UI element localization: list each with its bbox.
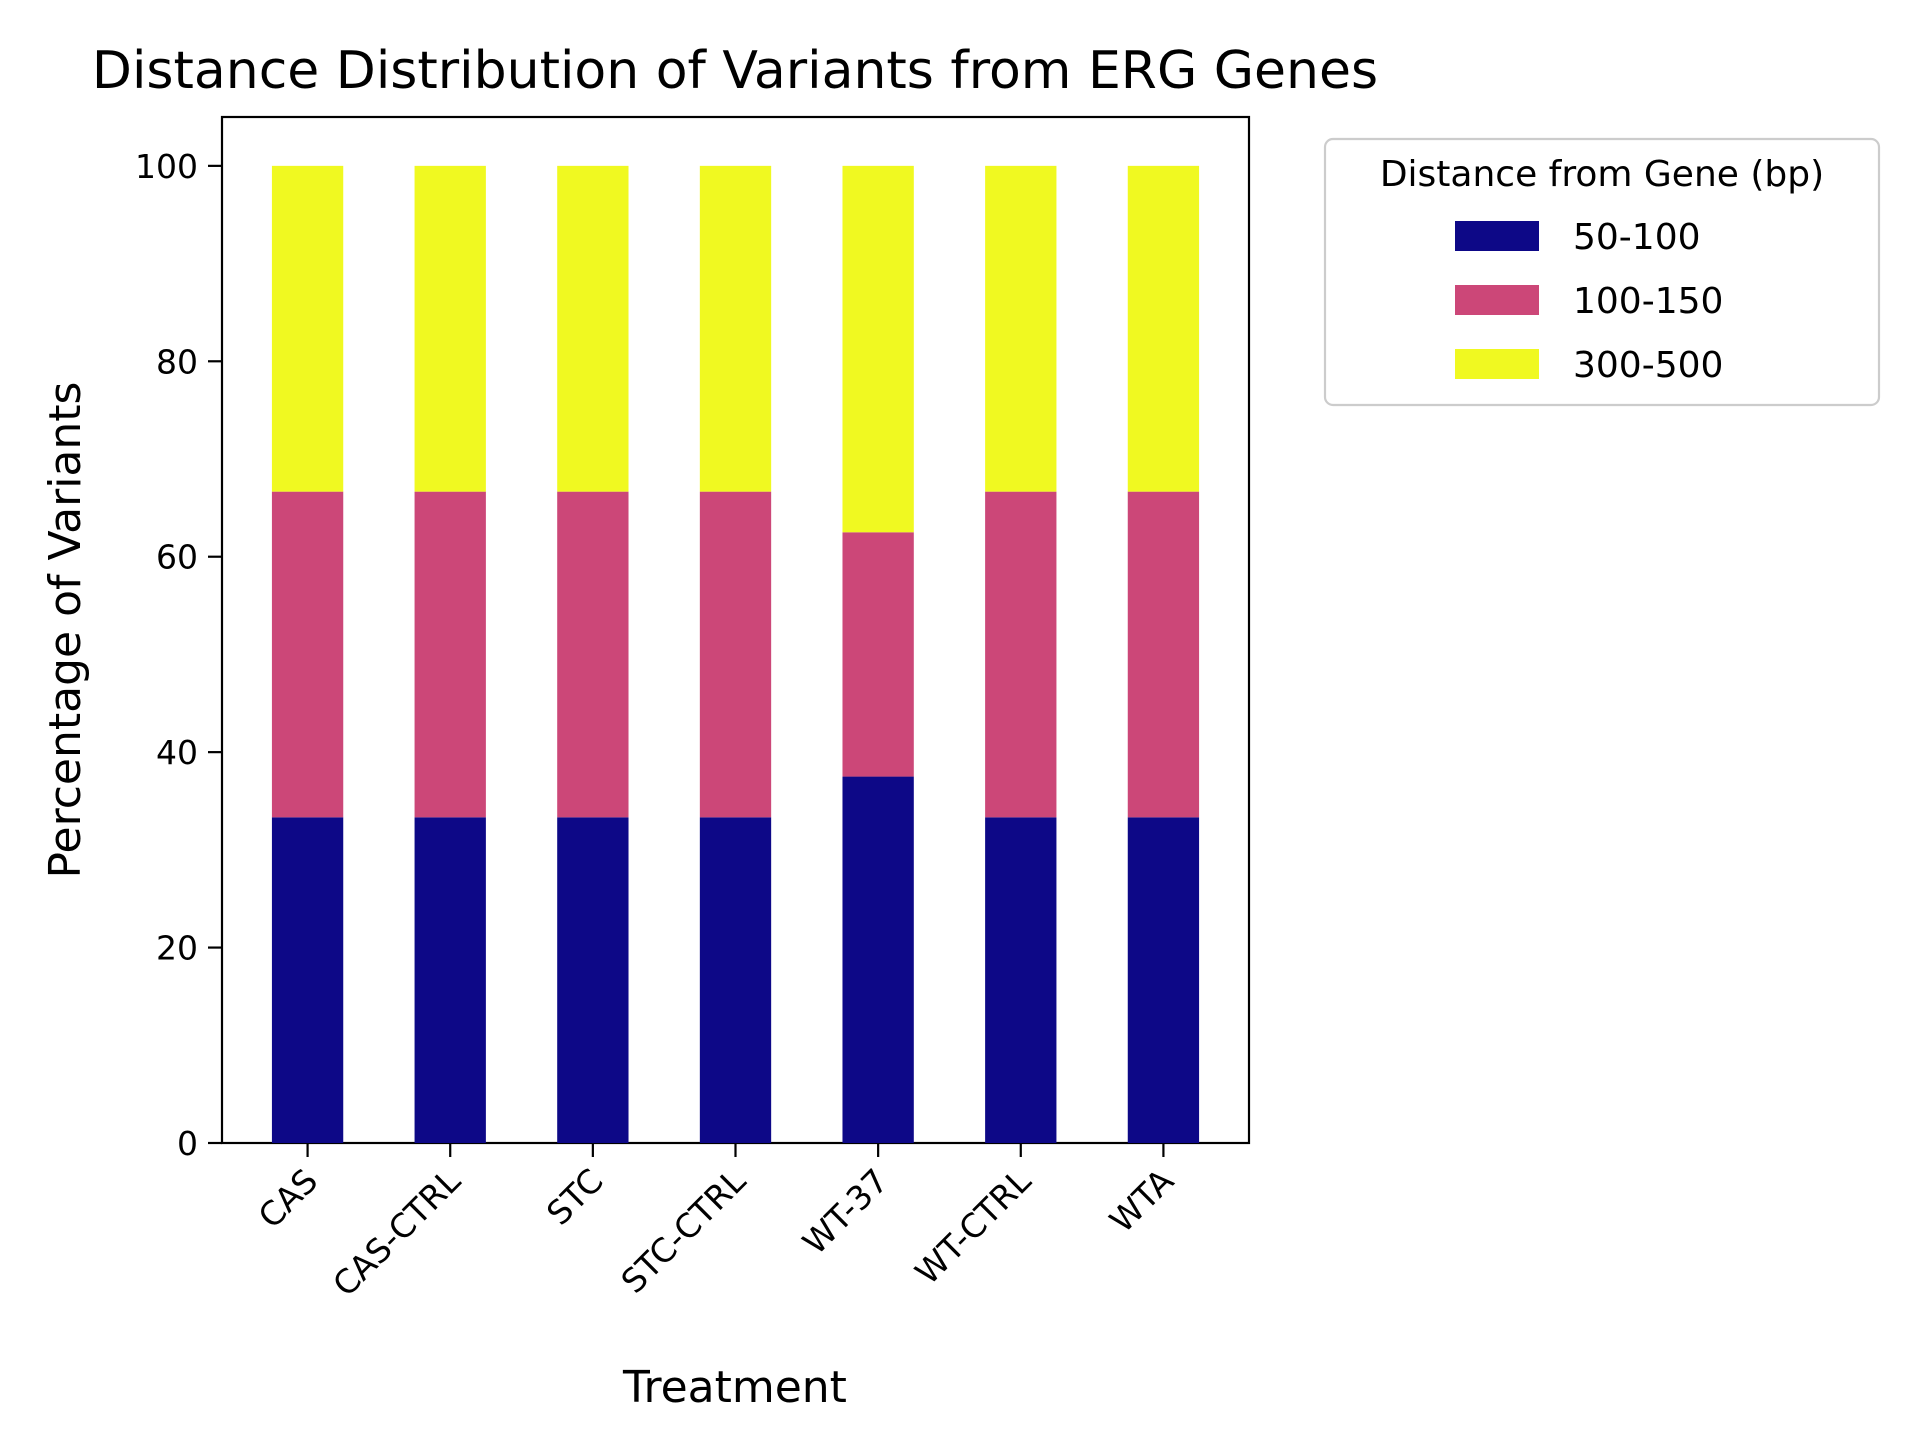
bar-segment	[699, 817, 772, 1143]
legend-frame	[1323, 137, 1881, 407]
legend-item-label: 50-100	[1573, 217, 1701, 258]
y-tick-label: 20	[156, 929, 198, 968]
x-tick-label: WT-37	[795, 1161, 896, 1262]
legend-item-label: 100-150	[1573, 281, 1723, 322]
bar-segment	[842, 532, 914, 777]
bar-segment	[271, 817, 344, 1143]
y-axis: 0 20 40 60 80 100	[135, 147, 222, 1163]
legend-swatch	[1455, 349, 1539, 379]
legend: Distance from Gene (bp) 50-100 100-150 300…	[1323, 137, 1881, 407]
plot-area: 0 20 40 60 80 100 CAS CAS-CTRL STC STC-CTRL WT-37…	[135, 115, 1251, 1304]
legend-items: 50-100 100-150 300-500	[1455, 217, 1723, 386]
x-axis: CAS CAS-CTRL STC STC-CTRL WT-37 WT-CTRL WTA	[251, 1143, 1181, 1304]
y-tick-label: 40	[156, 733, 198, 772]
bar-segment	[414, 491, 486, 818]
y-axis-label: Percentage of Variants	[40, 382, 91, 879]
legend-title: Distance from Gene (bp)	[1380, 154, 1824, 195]
bar-segment	[985, 165, 1057, 492]
bar-segment	[557, 491, 629, 818]
legend-swatch	[1455, 221, 1539, 251]
bar-segment	[985, 491, 1057, 818]
bar-segment	[557, 165, 629, 492]
x-tick-label: STC-CTRL	[613, 1161, 753, 1301]
bar-segment	[1127, 491, 1200, 818]
bar-segment	[414, 165, 486, 492]
bar-group	[271, 165, 1200, 1143]
chart-title: Distance Distribution of Variants from E…	[92, 41, 1378, 101]
bar-segment	[557, 817, 629, 1143]
bar-segment	[985, 817, 1057, 1143]
y-tick-label: 80	[156, 342, 198, 381]
x-tick-label: CAS-CTRL	[325, 1161, 468, 1304]
legend-item-label: 300-500	[1573, 345, 1723, 386]
y-tick-label: 0	[177, 1124, 198, 1163]
x-tick-label: WT-CTRL	[907, 1161, 1038, 1292]
bar-segment	[271, 165, 344, 492]
x-tick-label: STC	[539, 1161, 611, 1233]
x-tick-label: WTA	[1102, 1161, 1181, 1240]
bar-segment	[842, 776, 914, 1143]
y-tick-label: 100	[135, 147, 198, 186]
x-tick-label: CAS	[251, 1161, 326, 1236]
bar-segment	[1127, 817, 1200, 1143]
bar-segment	[699, 165, 772, 492]
y-tick-label: 60	[156, 538, 198, 577]
bar-segment	[842, 165, 914, 533]
bar-segment	[1127, 165, 1200, 492]
bar-segment	[271, 491, 344, 818]
bar-segment	[414, 817, 486, 1143]
x-axis-label: Treatment	[622, 1362, 847, 1413]
bar-segment	[699, 491, 772, 818]
legend-swatch	[1455, 285, 1539, 315]
